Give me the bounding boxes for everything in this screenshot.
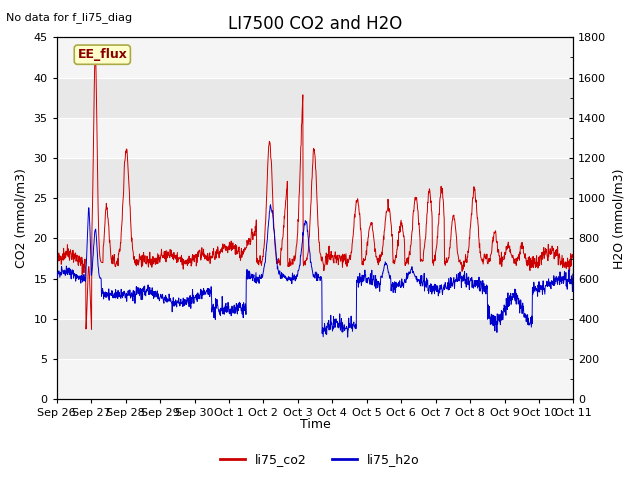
Bar — [57, 279, 573, 319]
Bar — [57, 319, 573, 359]
Y-axis label: H2O (mmol/m3): H2O (mmol/m3) — [612, 168, 625, 269]
Bar — [57, 78, 573, 118]
Text: EE_flux: EE_flux — [77, 48, 127, 61]
Bar — [57, 118, 573, 158]
Bar — [57, 198, 573, 239]
Y-axis label: CO2 (mmol/m3): CO2 (mmol/m3) — [15, 168, 28, 268]
Text: No data for f_li75_diag: No data for f_li75_diag — [6, 12, 132, 23]
X-axis label: Time: Time — [300, 419, 330, 432]
Bar — [57, 239, 573, 279]
Bar — [57, 359, 573, 399]
Bar — [57, 158, 573, 198]
Legend: li75_co2, li75_h2o: li75_co2, li75_h2o — [215, 448, 425, 471]
Bar — [57, 37, 573, 78]
Title: LI7500 CO2 and H2O: LI7500 CO2 and H2O — [228, 15, 402, 33]
